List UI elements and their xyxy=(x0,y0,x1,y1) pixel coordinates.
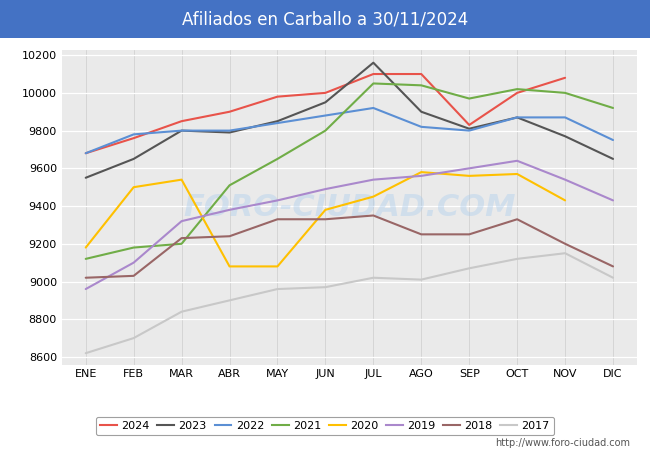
Text: http://www.foro-ciudad.com: http://www.foro-ciudad.com xyxy=(495,438,630,448)
Text: Afiliados en Carballo a 30/11/2024: Afiliados en Carballo a 30/11/2024 xyxy=(182,10,468,28)
Legend: 2024, 2023, 2022, 2021, 2020, 2019, 2018, 2017: 2024, 2023, 2022, 2021, 2020, 2019, 2018… xyxy=(96,417,554,436)
Text: FORO-CIUDAD.COM: FORO-CIUDAD.COM xyxy=(183,193,515,221)
